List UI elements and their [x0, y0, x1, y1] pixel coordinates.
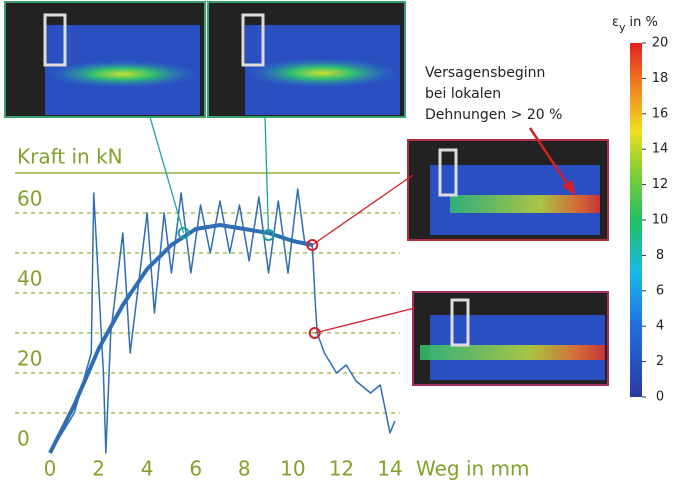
y-tick-label: 40 [17, 267, 42, 291]
x-tick-label: 12 [329, 457, 354, 481]
colorbar-tick-label: 8 [656, 248, 664, 263]
connector [312, 175, 413, 245]
y-axis-title: Kraft in kN [17, 145, 123, 169]
x-tick-label: 8 [238, 457, 251, 481]
annotation: Dehnungen > 20 % [425, 107, 562, 123]
colorbar-title: εy in % [612, 15, 658, 35]
symbol: ε [612, 15, 619, 30]
y-tick-label: 60 [17, 187, 42, 211]
connector [265, 117, 269, 235]
x-tick-label: 0 [44, 457, 57, 481]
unit: in % [630, 15, 658, 30]
photo [5, 2, 205, 117]
photo [408, 140, 608, 240]
colorbar-tick-label: 16 [652, 106, 669, 121]
line [50, 225, 312, 453]
colorbar-tick-label: 2 [656, 354, 664, 369]
colorbar-tick-label: 10 [652, 213, 669, 228]
y-tick-label: 0 [17, 427, 30, 451]
colorbar-tick-label: 4 [656, 319, 664, 334]
annotation: bei lokalen [425, 86, 501, 102]
annotation: Versagensbeginn [425, 65, 545, 81]
x-tick-label: 10 [280, 457, 305, 481]
chart: Kraft in kN Weg in mm Versagensbeginn be… [0, 0, 676, 487]
photo [208, 2, 405, 117]
x-tick-label: 6 [189, 457, 202, 481]
colorbar [630, 43, 642, 397]
colorbar-tick-label: 0 [656, 390, 664, 405]
x-tick-label: 4 [141, 457, 154, 481]
photo [413, 292, 608, 385]
colorbar-tick-label: 12 [652, 177, 669, 192]
x-axis-title: Weg in mm [416, 457, 530, 481]
y-tick-label: 20 [17, 347, 42, 371]
colorbar-tick-label: 14 [652, 142, 669, 157]
subscript: y [619, 21, 626, 34]
colorbar-tick-label: 6 [656, 283, 664, 298]
page: {"chart_data": {"type": "line", "y_label… [0, 0, 676, 487]
colorbar-tick-label: 18 [652, 71, 669, 86]
connector [315, 308, 415, 333]
connector [150, 117, 184, 233]
x-tick-label: 2 [92, 457, 105, 481]
colorbar-tick-label: 20 [652, 36, 669, 51]
x-tick-label: 14 [377, 457, 402, 481]
